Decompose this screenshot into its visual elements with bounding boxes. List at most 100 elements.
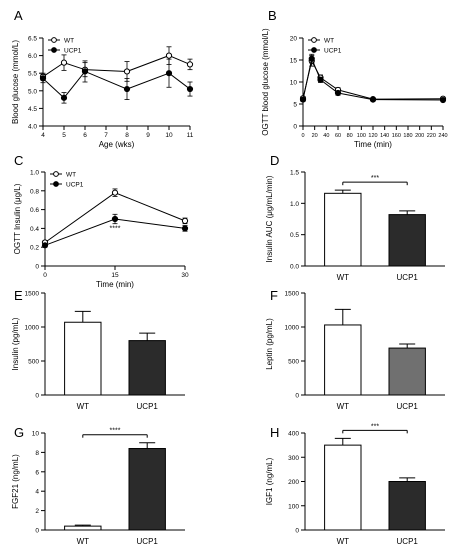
x-tick-label: 15 <box>111 272 119 279</box>
x-category-label: UCP1 <box>137 402 159 411</box>
x-tick-label: 180 <box>403 133 412 139</box>
data-point <box>123 85 131 93</box>
bar-ucp1 <box>388 214 426 267</box>
x-tick-label: 6 <box>83 132 87 139</box>
series-ucp1 <box>39 58 194 104</box>
panel-a: A 4.0 4.5 5.0 5.5 6.0 6.5 Blood glucose (mmol/L… <box>11 8 194 149</box>
y-tick-label: 5.5 <box>28 71 37 78</box>
y-tick-label: 4.5 <box>28 106 37 113</box>
y-tick-label: 6.5 <box>28 36 37 43</box>
x-tick-label: 120 <box>368 133 377 139</box>
panel-c: C 0 0.2 0.4 0.6 0.8 1.0 OGTT Insulin (μg/L) 0 15 3… <box>13 153 189 289</box>
legend-marker <box>53 181 59 187</box>
x-category-label: UCP1 <box>397 402 419 411</box>
bar-ucp1 <box>388 347 426 396</box>
bar-wt <box>324 192 362 267</box>
data-point <box>186 61 194 68</box>
series-line <box>302 59 444 100</box>
legend: WT UCP1 <box>50 171 84 189</box>
bar-ucp1 <box>388 481 426 531</box>
y-axis-label: Insulin AUC (μg/mL/min) <box>265 175 274 262</box>
y-tick-label: 20 <box>290 36 298 43</box>
x-category-label: UCP1 <box>397 273 419 282</box>
legend-label: WT <box>324 38 334 45</box>
legend-label: WT <box>66 172 76 179</box>
data-point <box>439 96 447 104</box>
panel-letter: E <box>14 288 23 303</box>
data-point <box>186 85 194 93</box>
x-category-label: UCP1 <box>137 537 159 546</box>
y-axis-label: OGTT Insulin (μg/L) <box>13 183 22 254</box>
significance-bracket <box>342 429 408 434</box>
y-tick-label: 1500 <box>285 291 300 298</box>
bar-ucp1 <box>128 340 166 396</box>
y-tick-label: 4 <box>35 489 39 496</box>
data-point <box>308 55 315 62</box>
x-category-label: WT <box>337 273 350 282</box>
y-tick-label: 1000 <box>25 325 40 332</box>
x-category-label: WT <box>77 402 90 411</box>
y-tick-label: 0 <box>293 124 297 131</box>
significance-bracket <box>82 434 148 438</box>
y-tick-label: 5 <box>293 102 297 109</box>
x-tick-label: 4 <box>41 132 45 139</box>
panel-g: G 0 2 4 6 8 10 FGF21 (ng/mL) WT UCP1 **** <box>11 425 185 546</box>
data-point <box>369 96 377 103</box>
legend-marker <box>51 47 57 53</box>
y-axis-label: Insulin (pg/mL) <box>11 317 20 370</box>
y-tick-label: 0.2 <box>30 245 39 252</box>
significance-stars: *** <box>371 423 379 430</box>
y-axis-label: Leptin (pg/mL) <box>265 318 274 370</box>
x-tick-label: 100 <box>357 133 366 139</box>
significance-stars: **** <box>110 225 121 232</box>
significance-bracket <box>342 181 408 186</box>
y-tick-label: 400 <box>288 431 299 438</box>
x-tick-label: 20 <box>312 133 318 139</box>
y-tick-label: 500 <box>28 359 39 366</box>
panel-letter: F <box>270 288 278 303</box>
y-tick-label: 0.6 <box>30 207 39 214</box>
y-tick-label: 0 <box>35 393 39 400</box>
panel-h: H 0 100 200 300 400 IGF1 (ng/mL) WT UCP1 *** <box>265 423 445 546</box>
bar-wt <box>64 525 102 531</box>
panel-letter: H <box>270 425 279 440</box>
bar-wt <box>324 444 362 531</box>
data-point <box>81 68 89 75</box>
x-tick-label: 40 <box>323 133 329 139</box>
series-ucp1 <box>41 213 189 249</box>
x-axis-label: Age (wks) <box>99 140 135 149</box>
legend-label: WT <box>64 38 74 45</box>
y-tick-label: 10 <box>290 80 298 87</box>
y-tick-label: 5.0 <box>28 88 37 95</box>
series-line <box>42 55 191 78</box>
data-point <box>317 76 324 83</box>
y-tick-label: 2 <box>35 508 39 515</box>
significance-stars: *** <box>371 175 379 182</box>
y-tick-label: 0.5 <box>290 232 299 239</box>
x-tick-label: 220 <box>427 133 436 139</box>
legend-label: UCP1 <box>66 182 84 189</box>
legend-marker <box>311 47 317 53</box>
y-tick-label: 200 <box>288 479 299 486</box>
y-tick-label: 8 <box>35 450 39 457</box>
legend: WT UCP1 <box>48 37 82 55</box>
bar-wt <box>64 321 102 396</box>
x-axis-label: Time (min) <box>96 280 134 289</box>
legend-label: UCP1 <box>64 48 82 55</box>
x-tick-label: 30 <box>181 272 189 279</box>
panel-letter: D <box>270 153 279 168</box>
panel-letter: A <box>14 8 23 23</box>
data-point <box>123 68 131 75</box>
panel-letter: C <box>14 153 23 168</box>
legend: WT UCP1 <box>308 37 342 55</box>
bar-wt <box>324 324 362 396</box>
y-tick-label: 0 <box>295 528 299 535</box>
y-tick-label: 6.0 <box>28 53 37 60</box>
legend-marker <box>51 37 57 43</box>
y-tick-label: 500 <box>288 359 299 366</box>
x-tick-label: 8 <box>125 132 129 139</box>
y-tick-label: 100 <box>288 503 299 510</box>
data-point <box>165 70 173 77</box>
series-wt <box>41 188 189 246</box>
y-tick-label: 1500 <box>25 291 40 298</box>
